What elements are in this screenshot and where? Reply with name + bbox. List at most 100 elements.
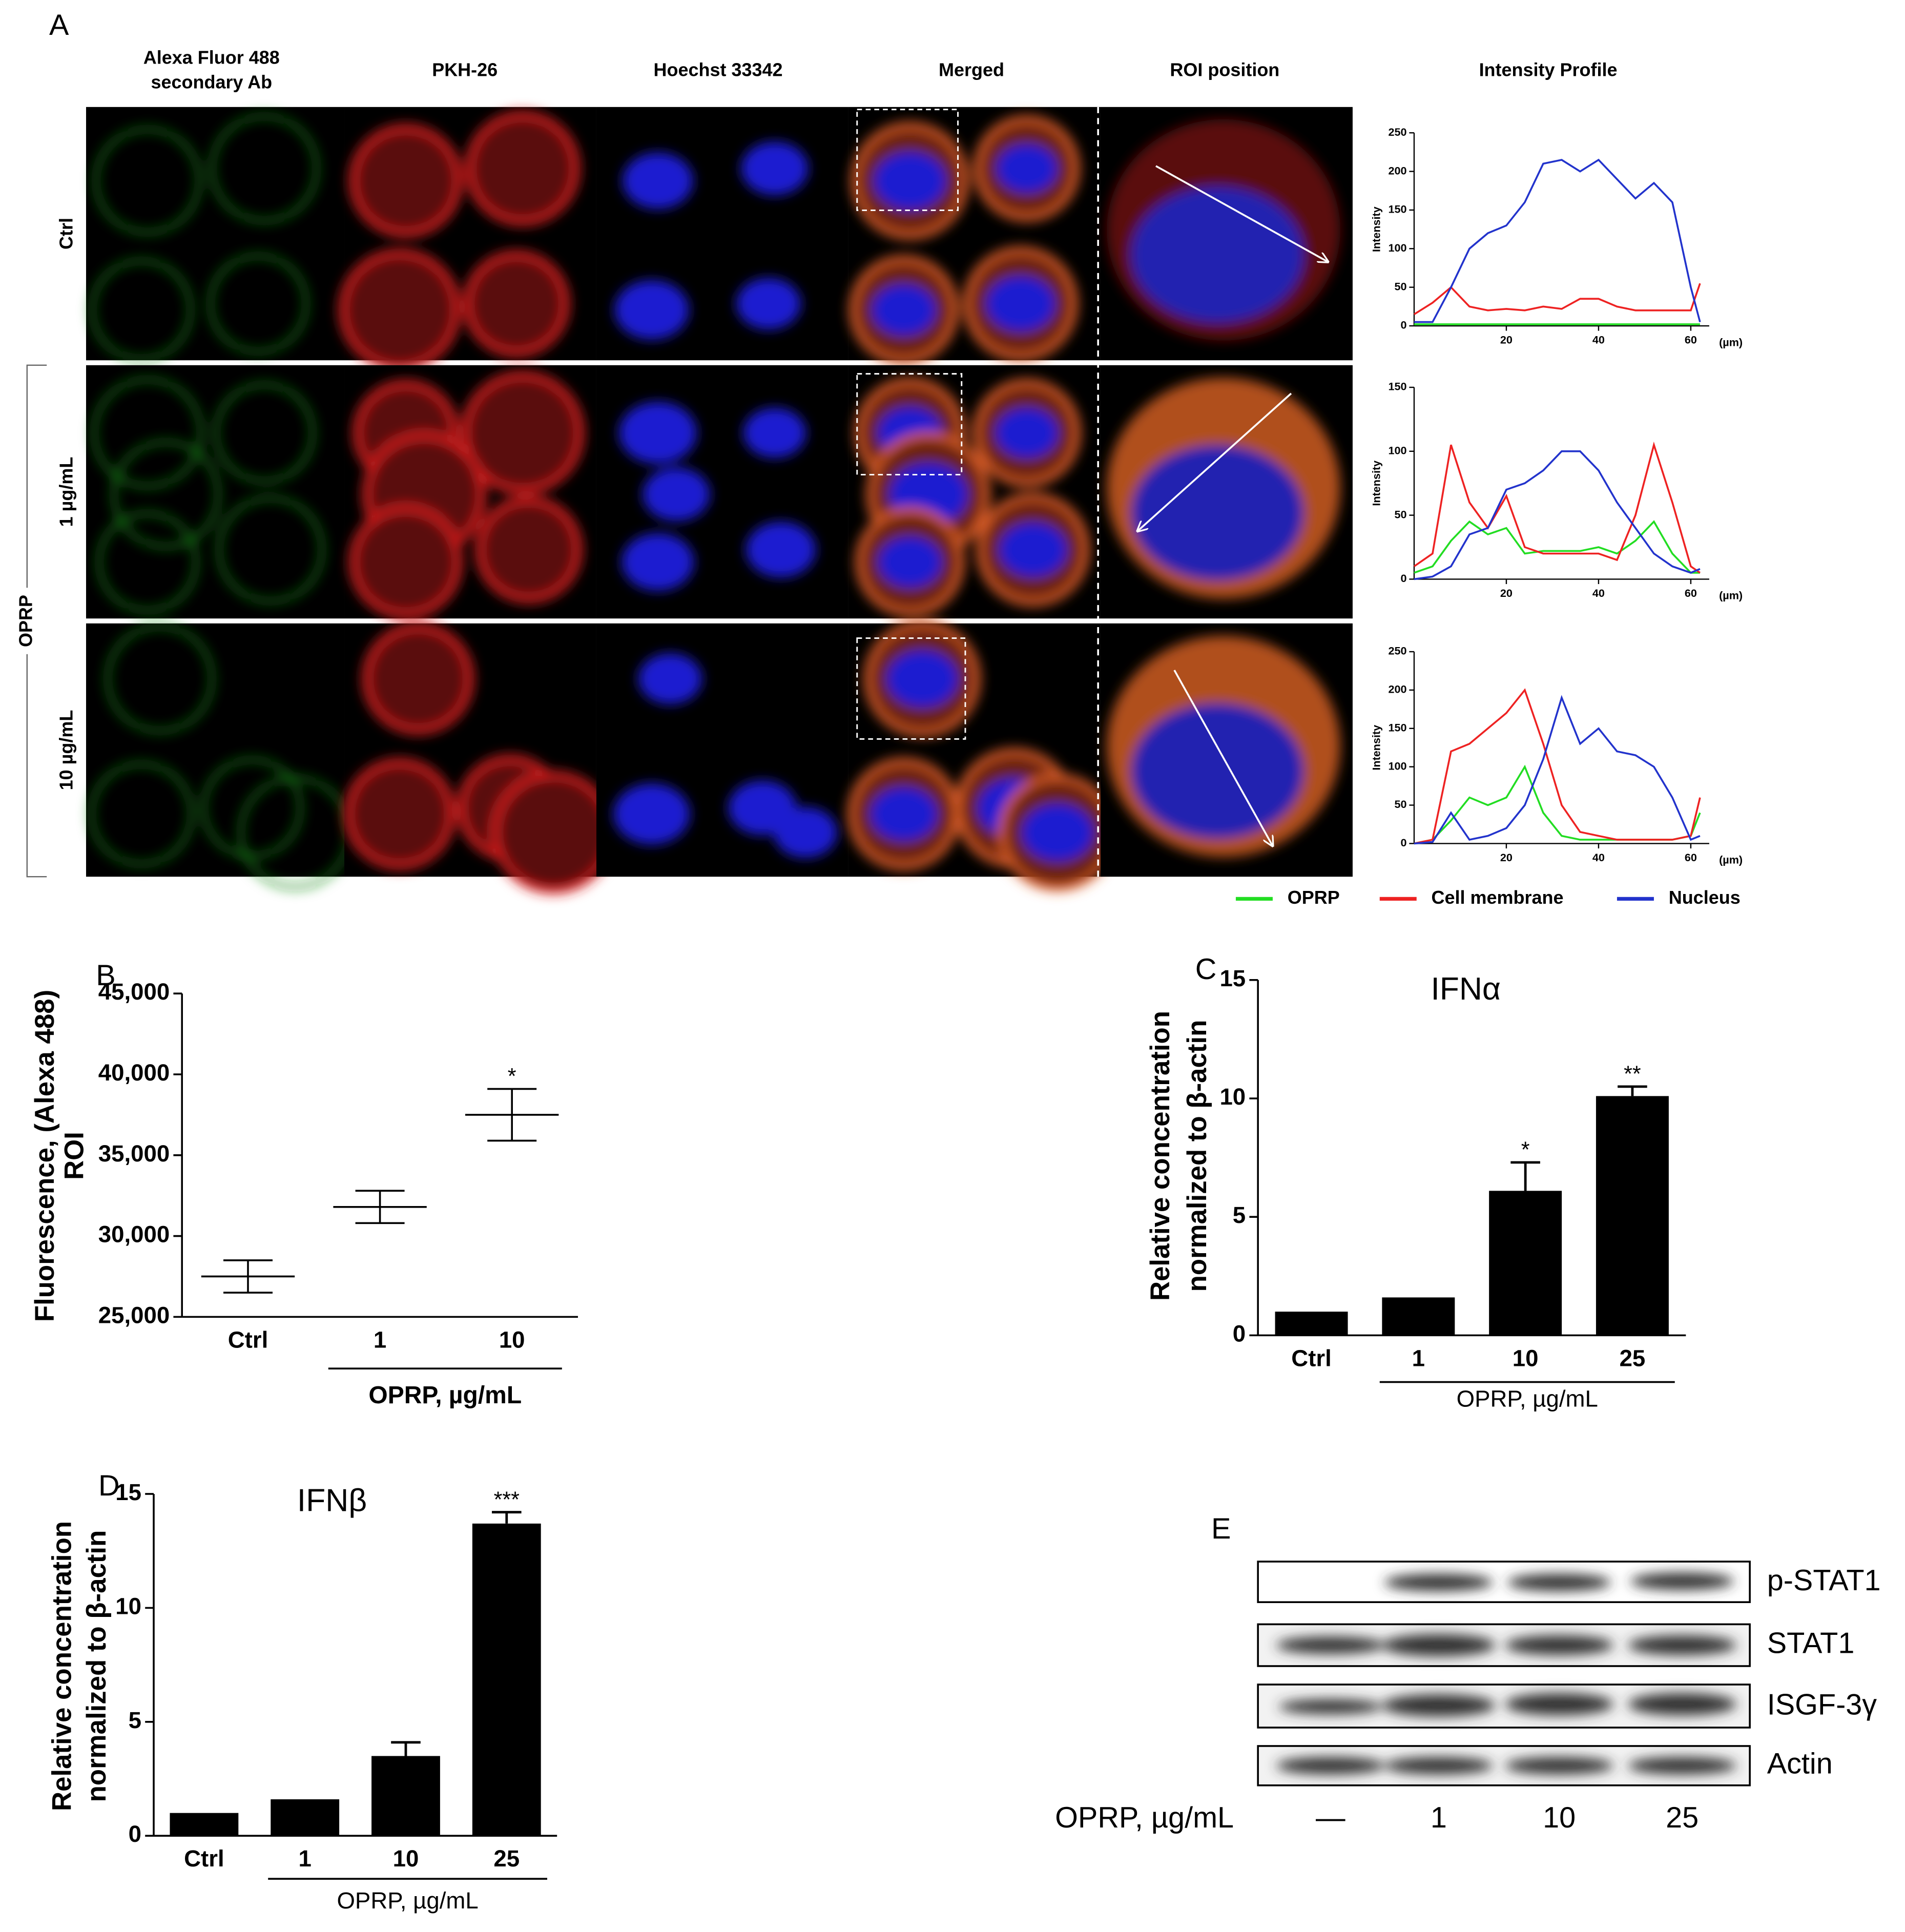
cell: [93, 127, 202, 235]
treatment-label: OPRP, µg/mL: [1055, 1801, 1234, 1834]
profile-line: [1413, 441, 1701, 574]
nucleus: [986, 276, 1055, 331]
nucleus: [1131, 703, 1303, 839]
y-tick-label: 250: [1389, 126, 1407, 138]
nucleus: [996, 408, 1058, 458]
y-tick-label: 0: [1401, 319, 1407, 331]
error-bar: [487, 1088, 537, 1142]
significance: *: [508, 1064, 516, 1089]
error-bar: [1618, 1085, 1647, 1096]
panel-letter: D: [98, 1469, 120, 1502]
y-tick-label: 35,000: [98, 1140, 170, 1167]
cells: [1106, 635, 1340, 857]
legend-label: Cell membrane: [1432, 887, 1564, 908]
x-tick-label: 10: [393, 1845, 419, 1872]
nucleus: [743, 407, 806, 458]
y-tick-label: 150: [1389, 380, 1407, 393]
x-tick-label: 20: [1500, 851, 1513, 864]
x-tick-label: 60: [1685, 851, 1697, 864]
cells: [613, 653, 838, 858]
significance: **: [1624, 1062, 1641, 1087]
nucleus: [746, 522, 816, 578]
y-axis-label: normalized to β-actin: [81, 1530, 112, 1802]
y-tick-label: 50: [1395, 798, 1407, 811]
cell: [461, 371, 585, 494]
nucleus: [622, 533, 694, 591]
cells: [89, 624, 352, 889]
x-tick-label: 10: [1513, 1345, 1539, 1371]
x-tick-label: Ctrl: [1291, 1345, 1331, 1371]
nucleus: [638, 653, 702, 704]
error-bar: [1510, 1161, 1540, 1191]
nucleus: [870, 787, 938, 841]
legend-label: Nucleus: [1669, 887, 1741, 908]
profile-line: [1413, 283, 1701, 315]
nucleus: [886, 650, 958, 708]
y-axis-label: Fluorescence, (Alexa 488): [30, 990, 60, 1322]
y-tick-label: 250: [1389, 645, 1407, 657]
y-tick-label: 15: [1219, 965, 1246, 991]
error-bar: [223, 1259, 273, 1294]
cells: [847, 620, 1116, 891]
x-axis-label: OPRP, µg/mL: [337, 1887, 478, 1914]
profile-line: [1414, 158, 1701, 323]
cell: [344, 758, 455, 870]
cells: [619, 402, 816, 591]
bar: [271, 1799, 340, 1836]
cell: [208, 253, 309, 355]
y-tick-label: 150: [1389, 721, 1407, 734]
y-tick-label: 25,000: [98, 1302, 170, 1328]
western-blot: [1257, 1561, 1751, 1786]
y-axis-label: Relative concentration: [47, 1521, 77, 1811]
significance: ***: [494, 1487, 520, 1512]
nucleus: [643, 467, 710, 522]
x-tick-label: 20: [1500, 587, 1513, 599]
cell: [216, 495, 325, 604]
y-tick-label: 5: [129, 1707, 141, 1733]
y-axis-label: normalized to β-actin: [1182, 1020, 1212, 1292]
cells: [344, 623, 615, 894]
x-tick-label: 60: [1685, 587, 1697, 599]
panel-letter: E: [1211, 1512, 1231, 1545]
x-tick-label: Ctrl: [228, 1326, 268, 1353]
roi-box: [856, 109, 959, 211]
protein-label: STAT1: [1767, 1627, 1855, 1659]
row-label: 10 µg/mL: [55, 710, 76, 791]
error-bar: [391, 1741, 421, 1756]
x-tick-label: 60: [1685, 334, 1697, 346]
lane-label: 1: [1431, 1801, 1447, 1834]
column-header: Alexa Fluor 488: [143, 47, 280, 68]
nucleus: [741, 141, 809, 196]
roi-arrow: [1155, 165, 1328, 262]
y-axis-label: ROI: [59, 1132, 90, 1180]
x-axis-label: OPRP, µg/mL: [368, 1382, 522, 1409]
column-header: Hoechst 33342: [654, 59, 783, 80]
nucleus: [1131, 186, 1303, 322]
y-tick-label: 45,000: [98, 979, 170, 1005]
bracket-gap: [17, 588, 37, 654]
y-tick-label: 50: [1395, 508, 1407, 521]
y-tick-label: 0: [1401, 836, 1407, 849]
profile-line: [1414, 695, 1701, 845]
y-tick-label: 5: [1233, 1202, 1246, 1228]
cells: [1106, 377, 1340, 599]
cells: [349, 371, 585, 619]
error-bar: [355, 1190, 405, 1224]
y-tick-label: 200: [1389, 683, 1407, 696]
nucleus: [773, 807, 838, 858]
bar: [1489, 1191, 1562, 1336]
chart-title: IFNβ: [297, 1483, 367, 1518]
nucleus: [614, 280, 689, 340]
x-axis-label: OPRP, µg/mL: [1457, 1386, 1598, 1412]
cell: [349, 505, 463, 619]
cells: [92, 377, 325, 613]
cell: [105, 624, 215, 734]
y-tick-label: 10: [1219, 1084, 1246, 1110]
y-tick-label: 50: [1395, 280, 1407, 293]
lane-label: —: [1316, 1801, 1345, 1834]
cell: [201, 757, 303, 859]
cell: [96, 511, 199, 613]
x-axis-label: (µm): [1719, 589, 1743, 602]
y-axis-label: Intensity: [1370, 461, 1383, 506]
y-tick-label: 100: [1389, 444, 1407, 457]
